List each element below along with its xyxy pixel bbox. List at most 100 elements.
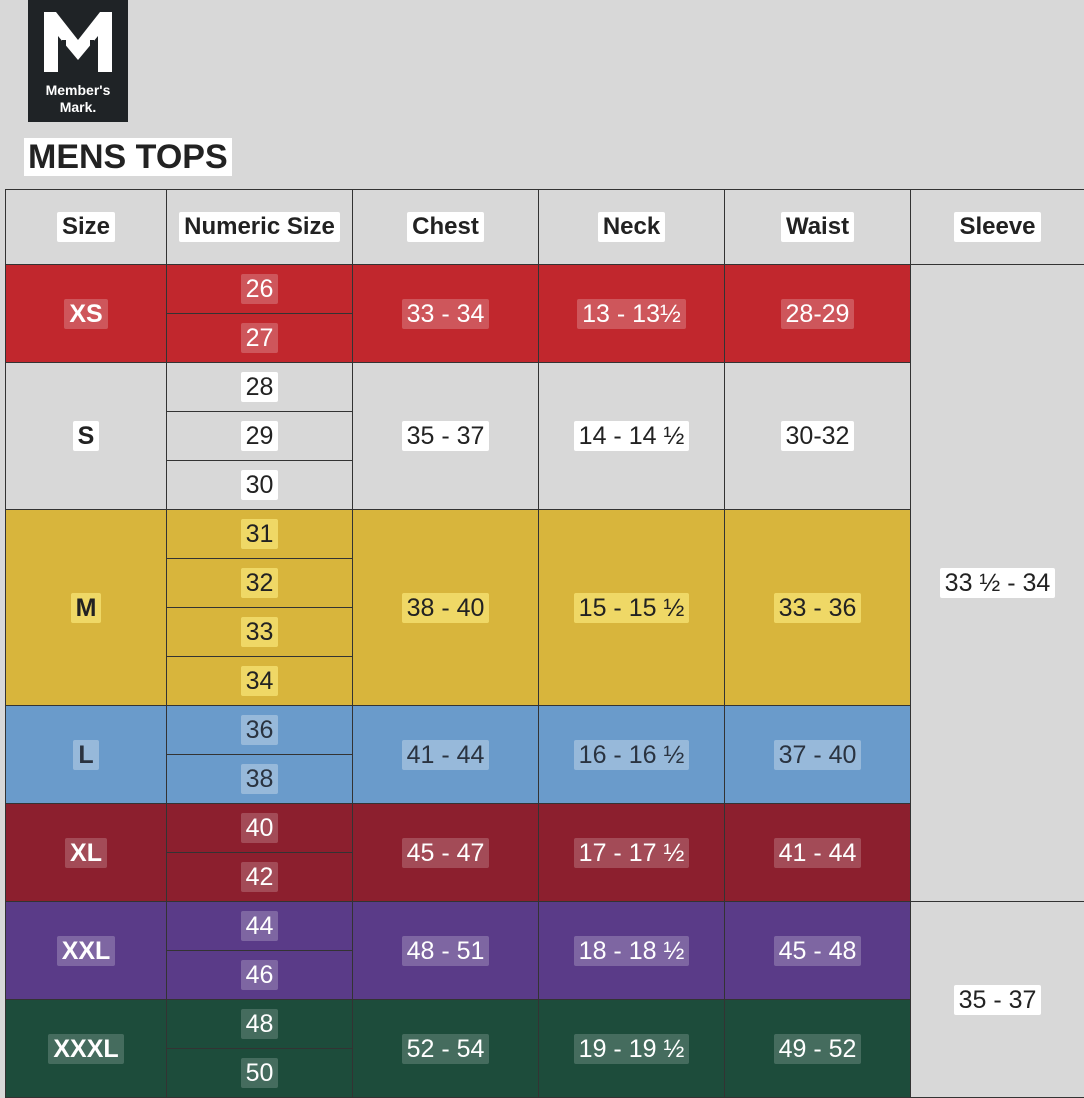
chest-cell-text: 52 - 54: [401, 1033, 490, 1064]
numeric-cell-text: 29: [240, 421, 279, 451]
size-cell-text: XXXL: [48, 1033, 124, 1064]
waist-cell: 33 - 36: [724, 509, 911, 706]
numeric-cell: 42: [166, 852, 353, 902]
neck-cell-text: 19 - 19 ½: [573, 1033, 690, 1064]
header-cell: Numeric Size: [166, 189, 353, 265]
size-cell-text: M: [70, 592, 102, 623]
numeric-cell-text: 31: [240, 519, 279, 549]
header-cell-text: Size: [56, 212, 116, 242]
header-cell: Size: [5, 189, 167, 265]
waist-cell: 30-32: [724, 362, 911, 510]
header-cell: Chest: [352, 189, 539, 265]
numeric-cell: 38: [166, 754, 353, 804]
numeric-cell: 29: [166, 411, 353, 461]
chest-cell: 41 - 44: [352, 705, 539, 804]
size-cell-text: S: [72, 421, 100, 451]
size-cell: M: [5, 509, 167, 706]
numeric-cell-text: 36: [240, 715, 279, 745]
waist-cell-text: 45 - 48: [773, 935, 862, 966]
numeric-cell-text: 34: [240, 666, 279, 696]
numeric-cell-text: 38: [240, 764, 279, 794]
sleeve-cell-text: 33 ½ - 34: [939, 568, 1056, 598]
waist-cell-text: 41 - 44: [773, 837, 862, 868]
numeric-cell-text: 50: [240, 1058, 279, 1088]
header-cell-text: Chest: [407, 212, 484, 242]
numeric-cell-text: 26: [240, 274, 279, 304]
numeric-cell: 50: [166, 1048, 353, 1098]
waist-cell: 28-29: [724, 264, 911, 363]
page-title: MENS TOPS: [24, 138, 232, 176]
size-cell: XL: [5, 803, 167, 902]
neck-cell-text: 16 - 16 ½: [573, 739, 690, 770]
size-cell: S: [5, 362, 167, 510]
size-cell: XXXL: [5, 999, 167, 1098]
size-cell-text: XL: [65, 837, 107, 868]
logo: Member's Mark.: [28, 0, 128, 122]
waist-cell-text: 28-29: [780, 298, 855, 329]
numeric-cell-text: 27: [240, 323, 279, 353]
numeric-cell-text: 28: [240, 372, 279, 402]
waist-cell: 41 - 44: [724, 803, 911, 902]
size-cell-text: L: [73, 739, 99, 770]
numeric-cell-text: 46: [240, 960, 279, 990]
chest-cell: 48 - 51: [352, 901, 539, 1000]
numeric-cell: 46: [166, 950, 353, 1000]
numeric-cell-text: 44: [240, 911, 279, 941]
neck-cell: 16 - 16 ½: [538, 705, 725, 804]
neck-cell-text: 14 - 14 ½: [573, 421, 690, 451]
size-cell-text: XS: [64, 298, 108, 329]
neck-cell: 18 - 18 ½: [538, 901, 725, 1000]
numeric-cell: 27: [166, 313, 353, 363]
numeric-cell-text: 33: [240, 617, 279, 647]
numeric-cell-text: 48: [240, 1009, 279, 1039]
neck-cell-text: 17 - 17 ½: [573, 837, 690, 868]
brand-line: Member's: [45, 82, 111, 98]
neck-cell-text: 15 - 15 ½: [573, 592, 690, 623]
header-cell: Neck: [538, 189, 725, 265]
numeric-cell: 34: [166, 656, 353, 706]
waist-cell-text: 49 - 52: [773, 1033, 862, 1064]
size-cell: XXL: [5, 901, 167, 1000]
numeric-cell-text: 42: [240, 862, 279, 892]
brand-line: Mark.: [59, 99, 97, 115]
waist-cell: 45 - 48: [724, 901, 911, 1000]
chest-cell: 33 - 34: [352, 264, 539, 363]
numeric-cell: 28: [166, 362, 353, 412]
chest-cell-text: 35 - 37: [401, 421, 490, 451]
neck-cell-text: 18 - 18 ½: [573, 935, 690, 966]
neck-cell: 19 - 19 ½: [538, 999, 725, 1098]
header-cell-text: Waist: [780, 212, 855, 242]
waist-cell-text: 37 - 40: [773, 739, 862, 770]
numeric-cell: 48: [166, 999, 353, 1049]
size-cell: L: [5, 705, 167, 804]
waist-cell-text: 30-32: [780, 421, 855, 451]
chest-cell-text: 48 - 51: [401, 935, 490, 966]
numeric-cell-text: 40: [240, 813, 279, 843]
waist-cell: 37 - 40: [724, 705, 911, 804]
header-cell-text: Numeric Size: [179, 212, 340, 242]
chest-cell-text: 38 - 40: [401, 592, 490, 623]
waist-cell-text: 33 - 36: [773, 592, 862, 623]
header-cell: Sleeve: [910, 189, 1084, 265]
numeric-cell: 44: [166, 901, 353, 951]
sleeve-cell: 35 - 37: [910, 901, 1084, 1098]
sleeve-cell: 33 ½ - 34: [910, 264, 1084, 902]
size-cell: XS: [5, 264, 167, 363]
numeric-cell-text: 32: [240, 568, 279, 598]
chest-cell-text: 33 - 34: [401, 298, 490, 329]
chest-cell: 35 - 37: [352, 362, 539, 510]
numeric-cell: 36: [166, 705, 353, 755]
header-cell: Waist: [724, 189, 911, 265]
neck-cell-text: 13 - 13½: [577, 298, 686, 329]
sleeve-cell-text: 35 - 37: [953, 984, 1042, 1015]
chest-cell-text: 41 - 44: [401, 739, 490, 770]
neck-cell: 13 - 13½: [538, 264, 725, 363]
numeric-cell-text: 30: [240, 470, 279, 500]
logo-mark: [44, 12, 112, 72]
numeric-cell: 30: [166, 460, 353, 510]
neck-cell: 15 - 15 ½: [538, 509, 725, 706]
size-cell-text: XXL: [56, 935, 116, 966]
header-cell-text: Neck: [597, 212, 666, 242]
chest-cell-text: 45 - 47: [401, 837, 490, 868]
